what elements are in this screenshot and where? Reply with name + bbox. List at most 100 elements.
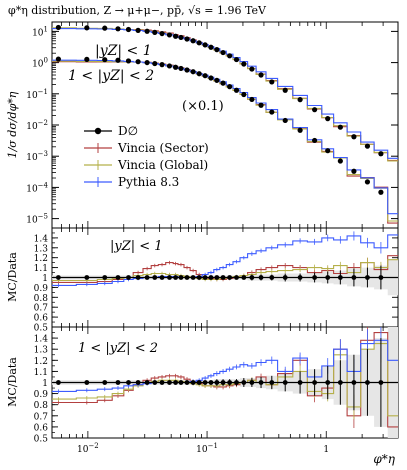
ratio-data-point <box>297 275 303 280</box>
main-data-point <box>351 168 357 174</box>
ratio-data-point <box>378 380 384 385</box>
ratio-y-tick-label: 0.5 <box>34 435 49 445</box>
x-axis-label: φ*η <box>373 452 395 466</box>
ratio-data-point <box>84 380 90 385</box>
ratio-data-point <box>282 380 288 385</box>
main-data-point <box>220 49 226 56</box>
main-data-point <box>282 117 288 124</box>
ratio-data-point <box>258 275 264 280</box>
ratio-data-point <box>152 275 158 280</box>
ratio-data-point <box>269 275 275 280</box>
ratio-y-tick-label: 0.8 <box>34 294 49 304</box>
legend-entry-global: Vincia (Global) <box>84 158 208 172</box>
main-data-point <box>102 57 108 63</box>
main-data-point <box>351 134 357 140</box>
ratio-data-point <box>202 275 208 280</box>
ratio-data-point <box>351 380 357 385</box>
ratio-panel-1: 0.50.60.70.80.911.11.21.31.4 |yZ| < 1 MC… <box>6 227 399 334</box>
main-data-point <box>233 87 240 93</box>
ratio-data-point <box>325 275 331 280</box>
plot-title: φ*η distribution, Z → μ+μ−, pp̄, √s = 1.… <box>8 4 267 17</box>
ratio-data-point <box>269 380 275 385</box>
y-tick-label: 101 <box>32 25 48 38</box>
ratio-panel-2: 0.5 0.60.70.80.911.11.21.31.4 1 < |yZ| < … <box>6 326 399 445</box>
ratio-data-point <box>227 380 233 385</box>
ratio-data-point <box>135 275 141 280</box>
x-tick-labels: 10−2 10−1 1 <box>77 442 329 455</box>
main-hist-pythia <box>52 28 398 159</box>
main-data-point <box>166 63 173 69</box>
ratio-data-point <box>282 275 288 280</box>
ratio-y-tick-label: 1.2 <box>34 357 48 367</box>
ratio-data-point <box>351 275 357 280</box>
ratio-y-tick-label: 0.5 <box>34 324 49 334</box>
main-data-point <box>325 148 331 154</box>
ratio1-ylabel: MC/Data <box>6 252 19 302</box>
ratio2-marks <box>52 327 398 438</box>
ratio-y-tick-label: 1.1 <box>34 264 48 274</box>
ratio-data-point <box>196 380 202 385</box>
main-data-point <box>282 87 288 93</box>
ratio-data-point <box>208 275 214 280</box>
main-data-point <box>220 80 226 86</box>
legend-marker-data <box>94 127 102 135</box>
label-yz-lt1: |yZ| < 1 <box>95 43 152 59</box>
ratio-y-tick-label: 1.4 <box>34 234 49 244</box>
ratio-data-point <box>249 275 255 280</box>
main-data-point <box>125 26 132 33</box>
ratio-data-point <box>337 380 343 385</box>
main-data-point <box>152 60 158 67</box>
ratio-data-point <box>115 380 121 385</box>
ratio-data-point <box>220 275 226 280</box>
ratio-data-point <box>220 380 226 385</box>
ratio-data-point <box>378 275 384 280</box>
main-data-point <box>184 67 190 73</box>
ratio-hist-global <box>52 343 398 417</box>
main-data-point <box>337 158 343 164</box>
main-data-point <box>249 66 255 72</box>
ratio-y-tick-label: 1.3 <box>34 346 49 356</box>
ratio1-label: |yZ| < 1 <box>110 239 163 254</box>
ratio-data-point <box>227 275 233 280</box>
main-data-point <box>214 47 220 53</box>
main-data-point <box>196 71 202 77</box>
main-data-point <box>214 77 220 83</box>
ratio-y-tick-label: 1.2 <box>34 254 48 264</box>
ratio-data-point <box>297 380 303 385</box>
main-data-point <box>159 62 165 68</box>
y-tick-label: 10−3 <box>26 150 48 163</box>
ratio-y-tick-label: 1 <box>42 379 48 389</box>
legend-label-pythia: Pythia 8.3 <box>118 175 179 189</box>
y-tick-label: 10−5 <box>26 213 48 226</box>
ratio-data-point <box>214 380 220 385</box>
main-data-point <box>364 143 371 149</box>
main-axes: 10−5 10−4 10−3 10−2 10−1 100 101 <box>26 21 399 438</box>
ratio-data-point <box>196 275 202 280</box>
main-data-point <box>364 179 371 185</box>
ratio-data-point <box>241 275 247 280</box>
ratio-data-point <box>312 380 318 385</box>
main-data-point <box>297 127 303 133</box>
ratio-data-point <box>144 380 150 385</box>
legend-entry-pythia: Pythia 8.3 <box>84 175 179 189</box>
ratio-hist-global <box>52 259 398 282</box>
main-data-point <box>269 79 275 85</box>
main-data-point <box>172 33 179 39</box>
main-data-point <box>190 38 196 44</box>
ratio-data-point <box>173 275 178 280</box>
label-yz-1to2: 1 < |yZ| < 2 <box>68 68 154 84</box>
main-hist-pythia <box>52 59 398 215</box>
ratio1-marks <box>52 231 398 296</box>
x-tick-label: 1 <box>323 445 329 455</box>
ratio-data-point <box>234 380 239 385</box>
main-data-point <box>378 151 384 157</box>
main-data-point <box>184 36 190 42</box>
ratio-data-point <box>190 380 196 385</box>
ratio-y-tick-label: 1.3 <box>34 244 49 254</box>
main-data-point <box>227 84 233 90</box>
ratio-data-point <box>152 380 158 385</box>
ratio2-label: 1 < |yZ| < 2 <box>78 341 158 356</box>
main-hist-sector <box>52 61 398 224</box>
legend-entry-sector: Vincia (Sector) <box>84 141 209 155</box>
main-data-point <box>196 40 202 46</box>
